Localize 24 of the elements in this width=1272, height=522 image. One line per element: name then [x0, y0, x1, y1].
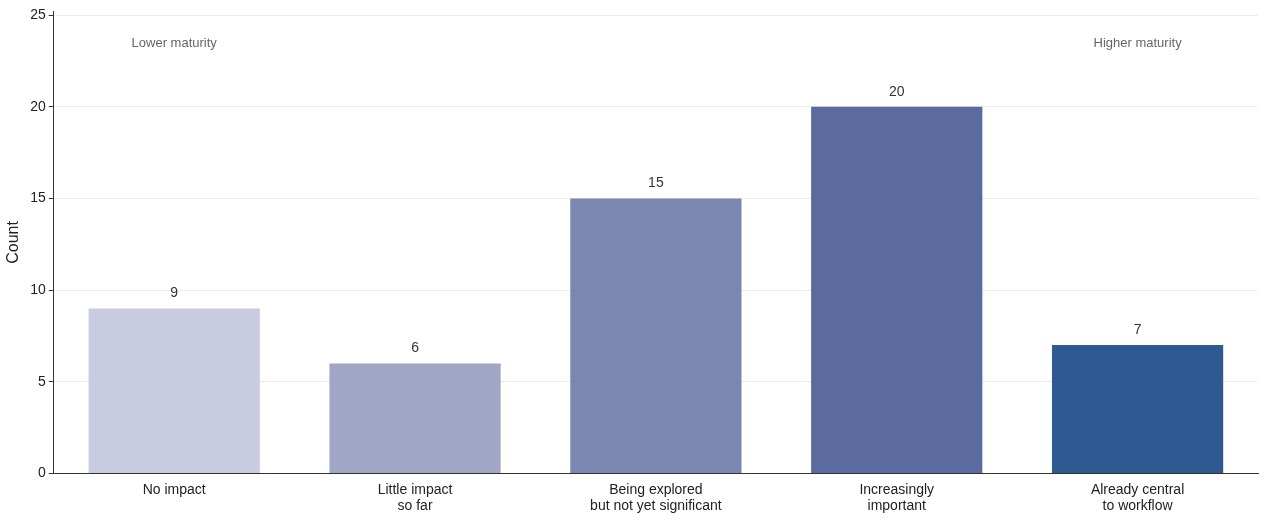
y-tick-label: 10	[30, 280, 46, 297]
data-label: 7	[1133, 320, 1142, 337]
y-tick-label: 20	[30, 97, 46, 114]
y-tick-label: 25	[30, 5, 46, 22]
y-tick-label: 0	[37, 464, 46, 481]
data-label: 6	[411, 339, 420, 356]
bar	[1051, 345, 1224, 473]
data-label: 15	[648, 174, 664, 191]
bar	[329, 363, 501, 473]
x-tick-label: Being explored but not yet significant	[590, 480, 722, 514]
y-tick-label: 15	[30, 189, 46, 206]
x-tick-label: Increasingly important	[859, 480, 935, 514]
annotation: Lower maturity	[131, 34, 218, 50]
y-axis-title: Count	[4, 220, 22, 264]
data-label: 20	[888, 82, 905, 99]
data-label: 9	[170, 284, 179, 301]
bar	[570, 198, 742, 473]
x-tick-label: Already central to workflow	[1090, 480, 1185, 514]
bar	[88, 308, 260, 473]
annotation: Higher maturity	[1093, 34, 1183, 50]
x-tick-label: Little impact so far	[377, 480, 453, 514]
bar	[811, 106, 983, 473]
x-tick-label: No impact	[142, 480, 206, 497]
y-tick-label: 5	[37, 372, 46, 389]
